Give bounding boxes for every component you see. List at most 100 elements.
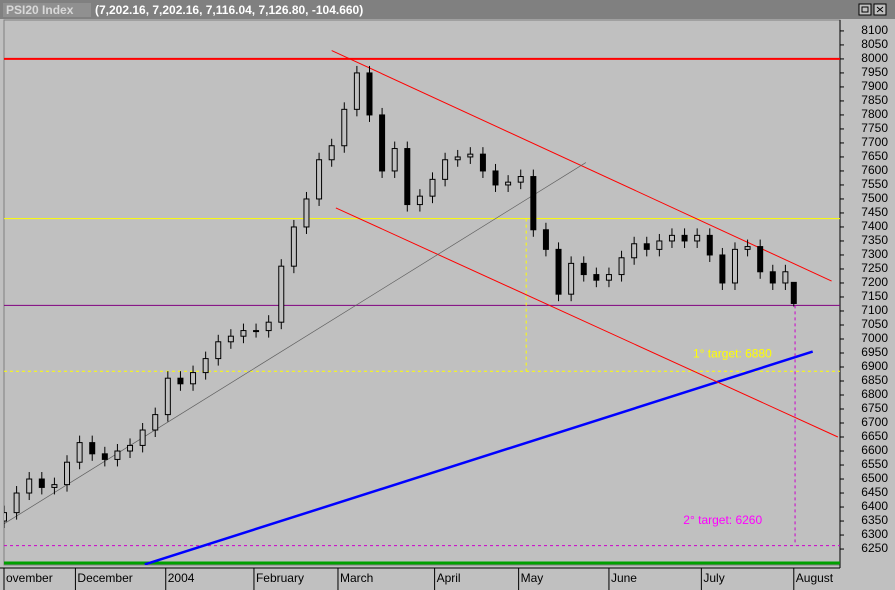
candle-body	[643, 243, 650, 250]
trend-line	[335, 207, 839, 438]
candle-body	[215, 341, 222, 360]
candle-body	[353, 72, 360, 110]
y-tick-label: 7650	[861, 149, 888, 163]
candle-body	[64, 461, 71, 486]
candle-body	[341, 108, 348, 147]
candle-body	[26, 478, 33, 494]
x-tick-label: June	[611, 571, 637, 585]
trend-line	[144, 350, 814, 565]
candle-body	[240, 330, 247, 337]
y-tick-label: 7400	[861, 219, 888, 233]
y-tick-label: 7850	[861, 93, 888, 107]
candle-body	[152, 414, 159, 431]
candle-body	[38, 478, 45, 488]
candle-body	[416, 195, 423, 206]
candle-body	[467, 153, 474, 158]
candle-body	[253, 330, 260, 333]
y-tick-label: 7350	[861, 233, 888, 247]
y-tick-label: 6850	[861, 373, 888, 387]
candle-body	[442, 159, 449, 180]
y-tick-label: 6950	[861, 345, 888, 359]
chart-title: PSI20 Index	[6, 3, 74, 17]
x-tick-label: ovember	[6, 571, 53, 585]
trend-line	[4, 162, 587, 525]
candle-body	[379, 114, 386, 172]
candle-body	[13, 492, 20, 514]
candle-body	[404, 148, 411, 206]
candle-body	[303, 198, 310, 228]
y-tick-label: 6650	[861, 429, 888, 443]
y-tick-label: 6250	[861, 541, 888, 555]
annotation: 1° target: 6880	[693, 346, 772, 360]
candle-body	[114, 450, 121, 460]
candle-body	[177, 377, 184, 385]
y-tick-label: 7000	[861, 331, 888, 345]
y-tick-label: 7150	[861, 289, 888, 303]
x-tick-label: 2004	[168, 571, 195, 585]
candle-body	[782, 271, 789, 284]
candle-body	[76, 442, 83, 463]
y-tick-label: 7200	[861, 275, 888, 289]
candle-body	[656, 240, 663, 250]
y-tick-label: 6550	[861, 457, 888, 471]
y-tick-label: 7750	[861, 121, 888, 135]
candle-body	[139, 429, 146, 446]
y-tick-label: 6400	[861, 499, 888, 513]
y-tick-label: 6500	[861, 471, 888, 485]
y-tick-label: 7950	[861, 65, 888, 79]
candle-body	[517, 176, 524, 183]
candle-body	[631, 243, 638, 259]
candle-body	[278, 265, 285, 323]
x-tick-label: March	[340, 571, 373, 585]
y-tick-label: 7250	[861, 261, 888, 275]
y-tick-label: 7100	[861, 303, 888, 317]
candle-body	[719, 254, 726, 284]
candle-body	[605, 274, 612, 281]
title-box	[3, 3, 91, 17]
y-tick-label: 7450	[861, 205, 888, 219]
candle-body	[542, 229, 549, 250]
y-tick-label: 7300	[861, 247, 888, 261]
y-tick-label: 7700	[861, 135, 888, 149]
candle-body	[190, 372, 197, 385]
candle-body	[164, 377, 171, 416]
candle-body	[89, 442, 96, 455]
candle-body	[366, 72, 373, 116]
candle-body	[505, 181, 512, 186]
y-tick-label: 8100	[861, 23, 888, 37]
y-tick-label: 6600	[861, 443, 888, 457]
y-tick-label: 7600	[861, 163, 888, 177]
x-tick-label: February	[256, 571, 304, 585]
restore-button[interactable]	[858, 3, 872, 16]
y-tick-label: 7800	[861, 107, 888, 121]
candle-body	[681, 234, 688, 242]
y-tick-label: 8000	[861, 51, 888, 65]
candle-body	[769, 271, 776, 284]
candle-body	[731, 248, 738, 284]
candle-body	[706, 234, 713, 256]
x-tick-label: May	[521, 571, 544, 585]
y-tick-label: 6700	[861, 415, 888, 429]
candle-body	[492, 170, 499, 186]
y-tick-label: 6300	[861, 527, 888, 541]
annotation: 2° target: 6260	[683, 513, 762, 527]
candle-body	[479, 153, 486, 172]
candle-body	[328, 145, 335, 161]
x-tick-label: July	[703, 571, 724, 585]
y-tick-label: 6750	[861, 401, 888, 415]
y-tick-label: 6800	[861, 387, 888, 401]
candle-body	[618, 257, 625, 276]
candle-body	[51, 484, 58, 488]
y-tick-label: 6900	[861, 359, 888, 373]
candle-body	[593, 274, 600, 281]
candle-body	[530, 176, 537, 231]
candle-body	[580, 262, 587, 276]
x-tick-label: December	[77, 571, 132, 585]
candle-body	[790, 281, 797, 304]
x-tick-label: August	[796, 571, 834, 585]
candle-body	[127, 444, 134, 452]
y-tick-label: 7550	[861, 177, 888, 191]
y-tick-label: 8050	[861, 37, 888, 51]
